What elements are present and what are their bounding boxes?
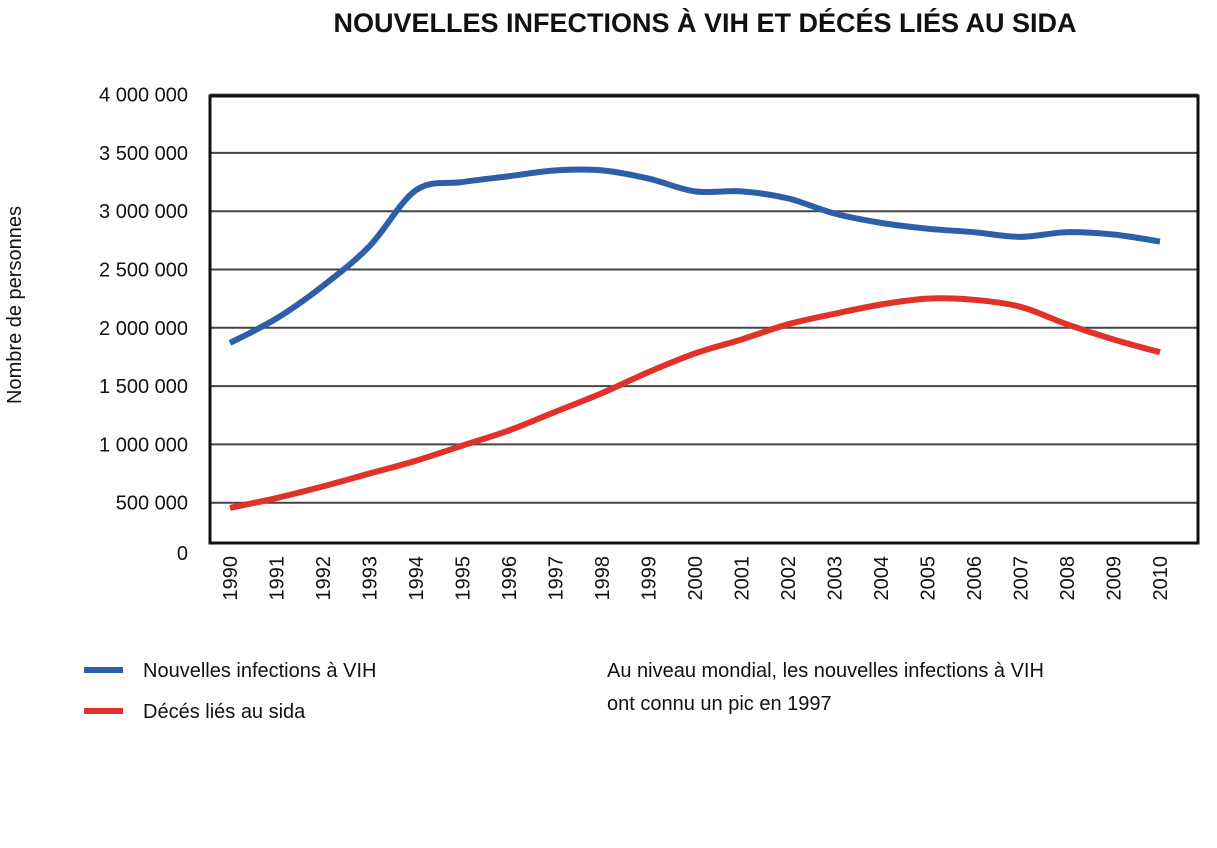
annotation-line-1: Au niveau mondial, les nouvelles infecti…	[607, 660, 1044, 682]
x-tick-label: 1994	[406, 556, 428, 601]
legend-label-deaths: Décés liés au sida	[143, 701, 306, 723]
y-tick-label: 3 000 000	[99, 201, 188, 223]
y-tick-label: 1 500 000	[99, 376, 188, 398]
x-tick-label: 2007	[1011, 556, 1033, 601]
y-tick-label: 1 000 000	[99, 434, 188, 456]
x-tick-label: 2010	[1150, 556, 1172, 601]
x-tick-label: 1990	[220, 556, 242, 601]
x-tick-label: 1995	[453, 556, 475, 601]
x-tick-label: 2006	[964, 556, 986, 601]
y-tick-label: 500 000	[116, 493, 188, 515]
x-tick-labels: 1990 1991 1992 1993 1994 1995 1996 1997 1998 1999…	[220, 556, 1172, 601]
x-tick-label: 2005	[918, 556, 940, 601]
annotation-line-2: ont connu un pic en 1997	[607, 693, 832, 715]
plot-frame	[208, 94, 1200, 545]
legend-label-new-infections: Nouvelles infections à VIH	[143, 660, 376, 682]
x-tick-label: 2001	[732, 556, 754, 601]
x-tick-label: 2008	[1057, 556, 1079, 601]
y-tick-label: 0	[177, 543, 188, 565]
y-tick-label: 4 000 000	[99, 85, 188, 107]
x-tick-label: 1992	[313, 556, 335, 601]
x-tick-label: 2004	[871, 556, 893, 601]
x-tick-label: 2003	[825, 556, 847, 601]
x-tick-label: 1999	[639, 556, 661, 601]
x-tick-label: 1998	[592, 556, 614, 601]
y-tick-label: 3 500 000	[99, 143, 188, 165]
x-tick-label: 1991	[267, 556, 289, 601]
y-axis-label: Nombre de personnes	[4, 206, 26, 404]
series-line-new-infections	[228, 166, 1161, 346]
y-tick-label: 2 000 000	[99, 318, 188, 340]
x-tick-label: 1993	[360, 556, 382, 601]
x-tick-label: 2000	[685, 556, 707, 601]
gridlines	[210, 93, 1198, 504]
x-tick-label: 2002	[778, 556, 800, 601]
x-tick-label: 1997	[546, 556, 568, 601]
series-lines	[228, 166, 1161, 511]
chart-title: NOUVELLES INFECTIONS À VIH ET DÉCÉS LIÉS…	[333, 7, 1076, 38]
y-tick-label: 2 500 000	[99, 260, 188, 282]
y-tick-labels: 0 500 000 1 000 000 1 500 000 2 000 000 2 500…	[99, 85, 188, 565]
x-tick-label: 2009	[1104, 556, 1126, 601]
series-line-deaths	[229, 295, 1161, 511]
legend: Nouvelles infections à VIH Décés liés au…	[84, 660, 376, 723]
x-tick-label: 1996	[499, 556, 521, 601]
